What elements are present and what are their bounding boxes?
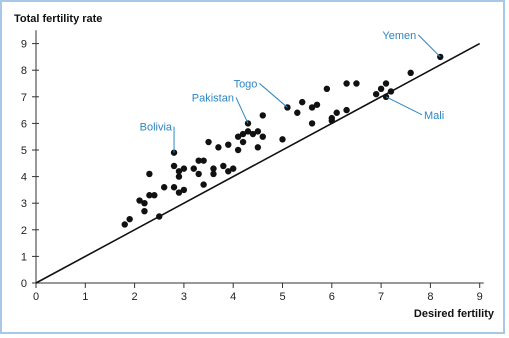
annotation-leader (385, 96, 423, 116)
data-point (249, 130, 257, 138)
data-point (200, 181, 207, 188)
data-point (121, 221, 128, 228)
annotation-label-mali: Mali (424, 110, 444, 122)
annotation-label-bolivia: Bolivia (140, 122, 173, 134)
data-point (170, 162, 178, 170)
data-point (299, 98, 306, 106)
y-tick-label: 7 (21, 92, 27, 104)
data-point (175, 189, 183, 196)
data-point (333, 109, 340, 116)
data-point (230, 165, 237, 172)
data-point (156, 213, 163, 220)
data-point (146, 170, 153, 178)
data-point (195, 170, 202, 178)
data-point (308, 120, 316, 127)
data-point (382, 80, 390, 87)
annotation-leader (235, 97, 249, 124)
reference-line-group (35, 42, 481, 284)
data-point (136, 197, 143, 204)
data-point (175, 173, 183, 180)
x-tick-label: 6 (329, 291, 335, 303)
data-point (195, 157, 202, 164)
data-point (372, 90, 380, 98)
y-tick-label: 0 (21, 278, 27, 290)
x-tick-label: 8 (427, 291, 433, 303)
y-axis-label: Total fertility rate (14, 13, 102, 25)
data-point (239, 138, 247, 146)
data-point (254, 144, 262, 151)
y-tick-label: 3 (21, 198, 27, 210)
data-point (175, 168, 183, 175)
annotation-leader (417, 34, 441, 58)
data-point (387, 88, 395, 95)
axes: 0 1 2 3 4 5 6 7 8 9 0 1 2 3 4 5 6 7 8 9 (21, 30, 484, 303)
data-points (121, 53, 444, 228)
data-point (141, 207, 148, 215)
y-tick-label: 4 (21, 172, 27, 184)
data-point (215, 144, 222, 151)
data-point (180, 186, 188, 194)
data-point (160, 184, 168, 191)
data-point (328, 117, 335, 124)
x-tick-label: 4 (230, 291, 236, 303)
data-point (343, 80, 350, 87)
data-point (225, 168, 232, 175)
data-point (259, 112, 266, 119)
data-point (353, 80, 360, 87)
data-point (210, 165, 217, 172)
data-point (126, 215, 133, 223)
data-point (225, 141, 232, 148)
data-point (279, 136, 286, 143)
data-point (205, 138, 212, 146)
annotation-label-yemen: Yemen (382, 30, 416, 42)
y-tick-label: 8 (21, 65, 27, 77)
data-point (170, 184, 178, 191)
data-point (313, 101, 321, 108)
data-point (254, 128, 262, 135)
data-point (294, 109, 301, 116)
data-point (200, 157, 207, 164)
data-point (234, 133, 242, 140)
y-tick-label: 5 (21, 145, 27, 157)
data-point (343, 106, 350, 114)
reference-line (35, 42, 481, 284)
x-tick-label: 9 (477, 291, 483, 303)
y-tick-label: 9 (21, 39, 27, 51)
x-tick-label: 5 (279, 291, 285, 303)
data-point (244, 120, 252, 127)
x-tick-label: 3 (181, 291, 187, 303)
x-tick-label: 7 (378, 291, 384, 303)
x-axis-label: Desired fertility (414, 308, 495, 320)
x-tick-label: 2 (132, 291, 138, 303)
x-tick-label: 1 (82, 291, 88, 303)
annotation-label-togo: Togo (234, 78, 258, 90)
data-point (382, 93, 390, 101)
annotation-label-pakistan: Pakistan (192, 92, 234, 104)
data-point (323, 85, 331, 93)
y-tick-label: 2 (21, 225, 27, 237)
data-point (308, 104, 316, 111)
data-point (377, 85, 385, 93)
x-tick-label: 0 (33, 291, 39, 303)
data-point (151, 192, 158, 199)
data-point (180, 165, 188, 172)
y-tick-label: 6 (21, 118, 27, 130)
data-point (190, 165, 197, 172)
data-point (259, 133, 266, 140)
data-point (220, 162, 227, 170)
data-point (244, 128, 252, 135)
data-point (234, 146, 242, 154)
annotation-leader (259, 83, 288, 108)
data-point (239, 130, 247, 138)
data-point (146, 192, 153, 199)
data-point (210, 170, 217, 178)
y-tick-label: 1 (21, 251, 27, 263)
data-point (407, 69, 414, 77)
data-point (141, 200, 148, 207)
